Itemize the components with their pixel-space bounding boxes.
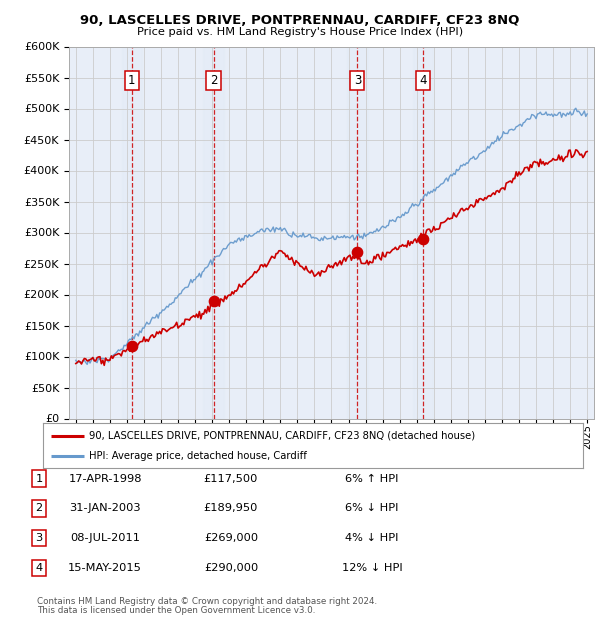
Text: Price paid vs. HM Land Registry's House Price Index (HPI): Price paid vs. HM Land Registry's House … xyxy=(137,27,463,37)
Text: 4: 4 xyxy=(35,563,43,573)
Text: 17-APR-1998: 17-APR-1998 xyxy=(68,474,142,484)
Text: 12% ↓ HPI: 12% ↓ HPI xyxy=(341,563,403,573)
Bar xyxy=(347,46,368,419)
Text: 3: 3 xyxy=(354,74,361,87)
Text: 1: 1 xyxy=(35,474,43,484)
Text: 1: 1 xyxy=(128,74,136,87)
Text: 4: 4 xyxy=(419,74,427,87)
Text: 3: 3 xyxy=(35,533,43,543)
Text: 4% ↓ HPI: 4% ↓ HPI xyxy=(345,533,399,543)
Text: 08-JUL-2011: 08-JUL-2011 xyxy=(70,533,140,543)
Bar xyxy=(122,46,142,419)
Point xyxy=(127,340,137,350)
Text: £189,950: £189,950 xyxy=(204,503,258,513)
Text: 15-MAY-2015: 15-MAY-2015 xyxy=(68,563,142,573)
Text: £117,500: £117,500 xyxy=(204,474,258,484)
Text: 90, LASCELLES DRIVE, PONTPRENNAU, CARDIFF, CF23 8NQ (detached house): 90, LASCELLES DRIVE, PONTPRENNAU, CARDIF… xyxy=(89,430,475,441)
Text: 31-JAN-2003: 31-JAN-2003 xyxy=(69,503,141,513)
Text: HPI: Average price, detached house, Cardiff: HPI: Average price, detached house, Card… xyxy=(89,451,307,461)
Text: £269,000: £269,000 xyxy=(204,533,258,543)
Point xyxy=(418,234,428,244)
Text: 6% ↑ HPI: 6% ↑ HPI xyxy=(345,474,399,484)
Point xyxy=(353,247,362,257)
Point xyxy=(209,296,218,306)
Text: 2: 2 xyxy=(210,74,217,87)
Text: 90, LASCELLES DRIVE, PONTPRENNAU, CARDIFF, CF23 8NQ: 90, LASCELLES DRIVE, PONTPRENNAU, CARDIF… xyxy=(80,14,520,27)
Text: 6% ↓ HPI: 6% ↓ HPI xyxy=(345,503,399,513)
Text: 2: 2 xyxy=(35,503,43,513)
Text: This data is licensed under the Open Government Licence v3.0.: This data is licensed under the Open Gov… xyxy=(37,606,316,615)
Bar xyxy=(413,46,433,419)
Bar xyxy=(203,46,224,419)
Text: £290,000: £290,000 xyxy=(204,563,258,573)
Text: Contains HM Land Registry data © Crown copyright and database right 2024.: Contains HM Land Registry data © Crown c… xyxy=(37,597,377,606)
